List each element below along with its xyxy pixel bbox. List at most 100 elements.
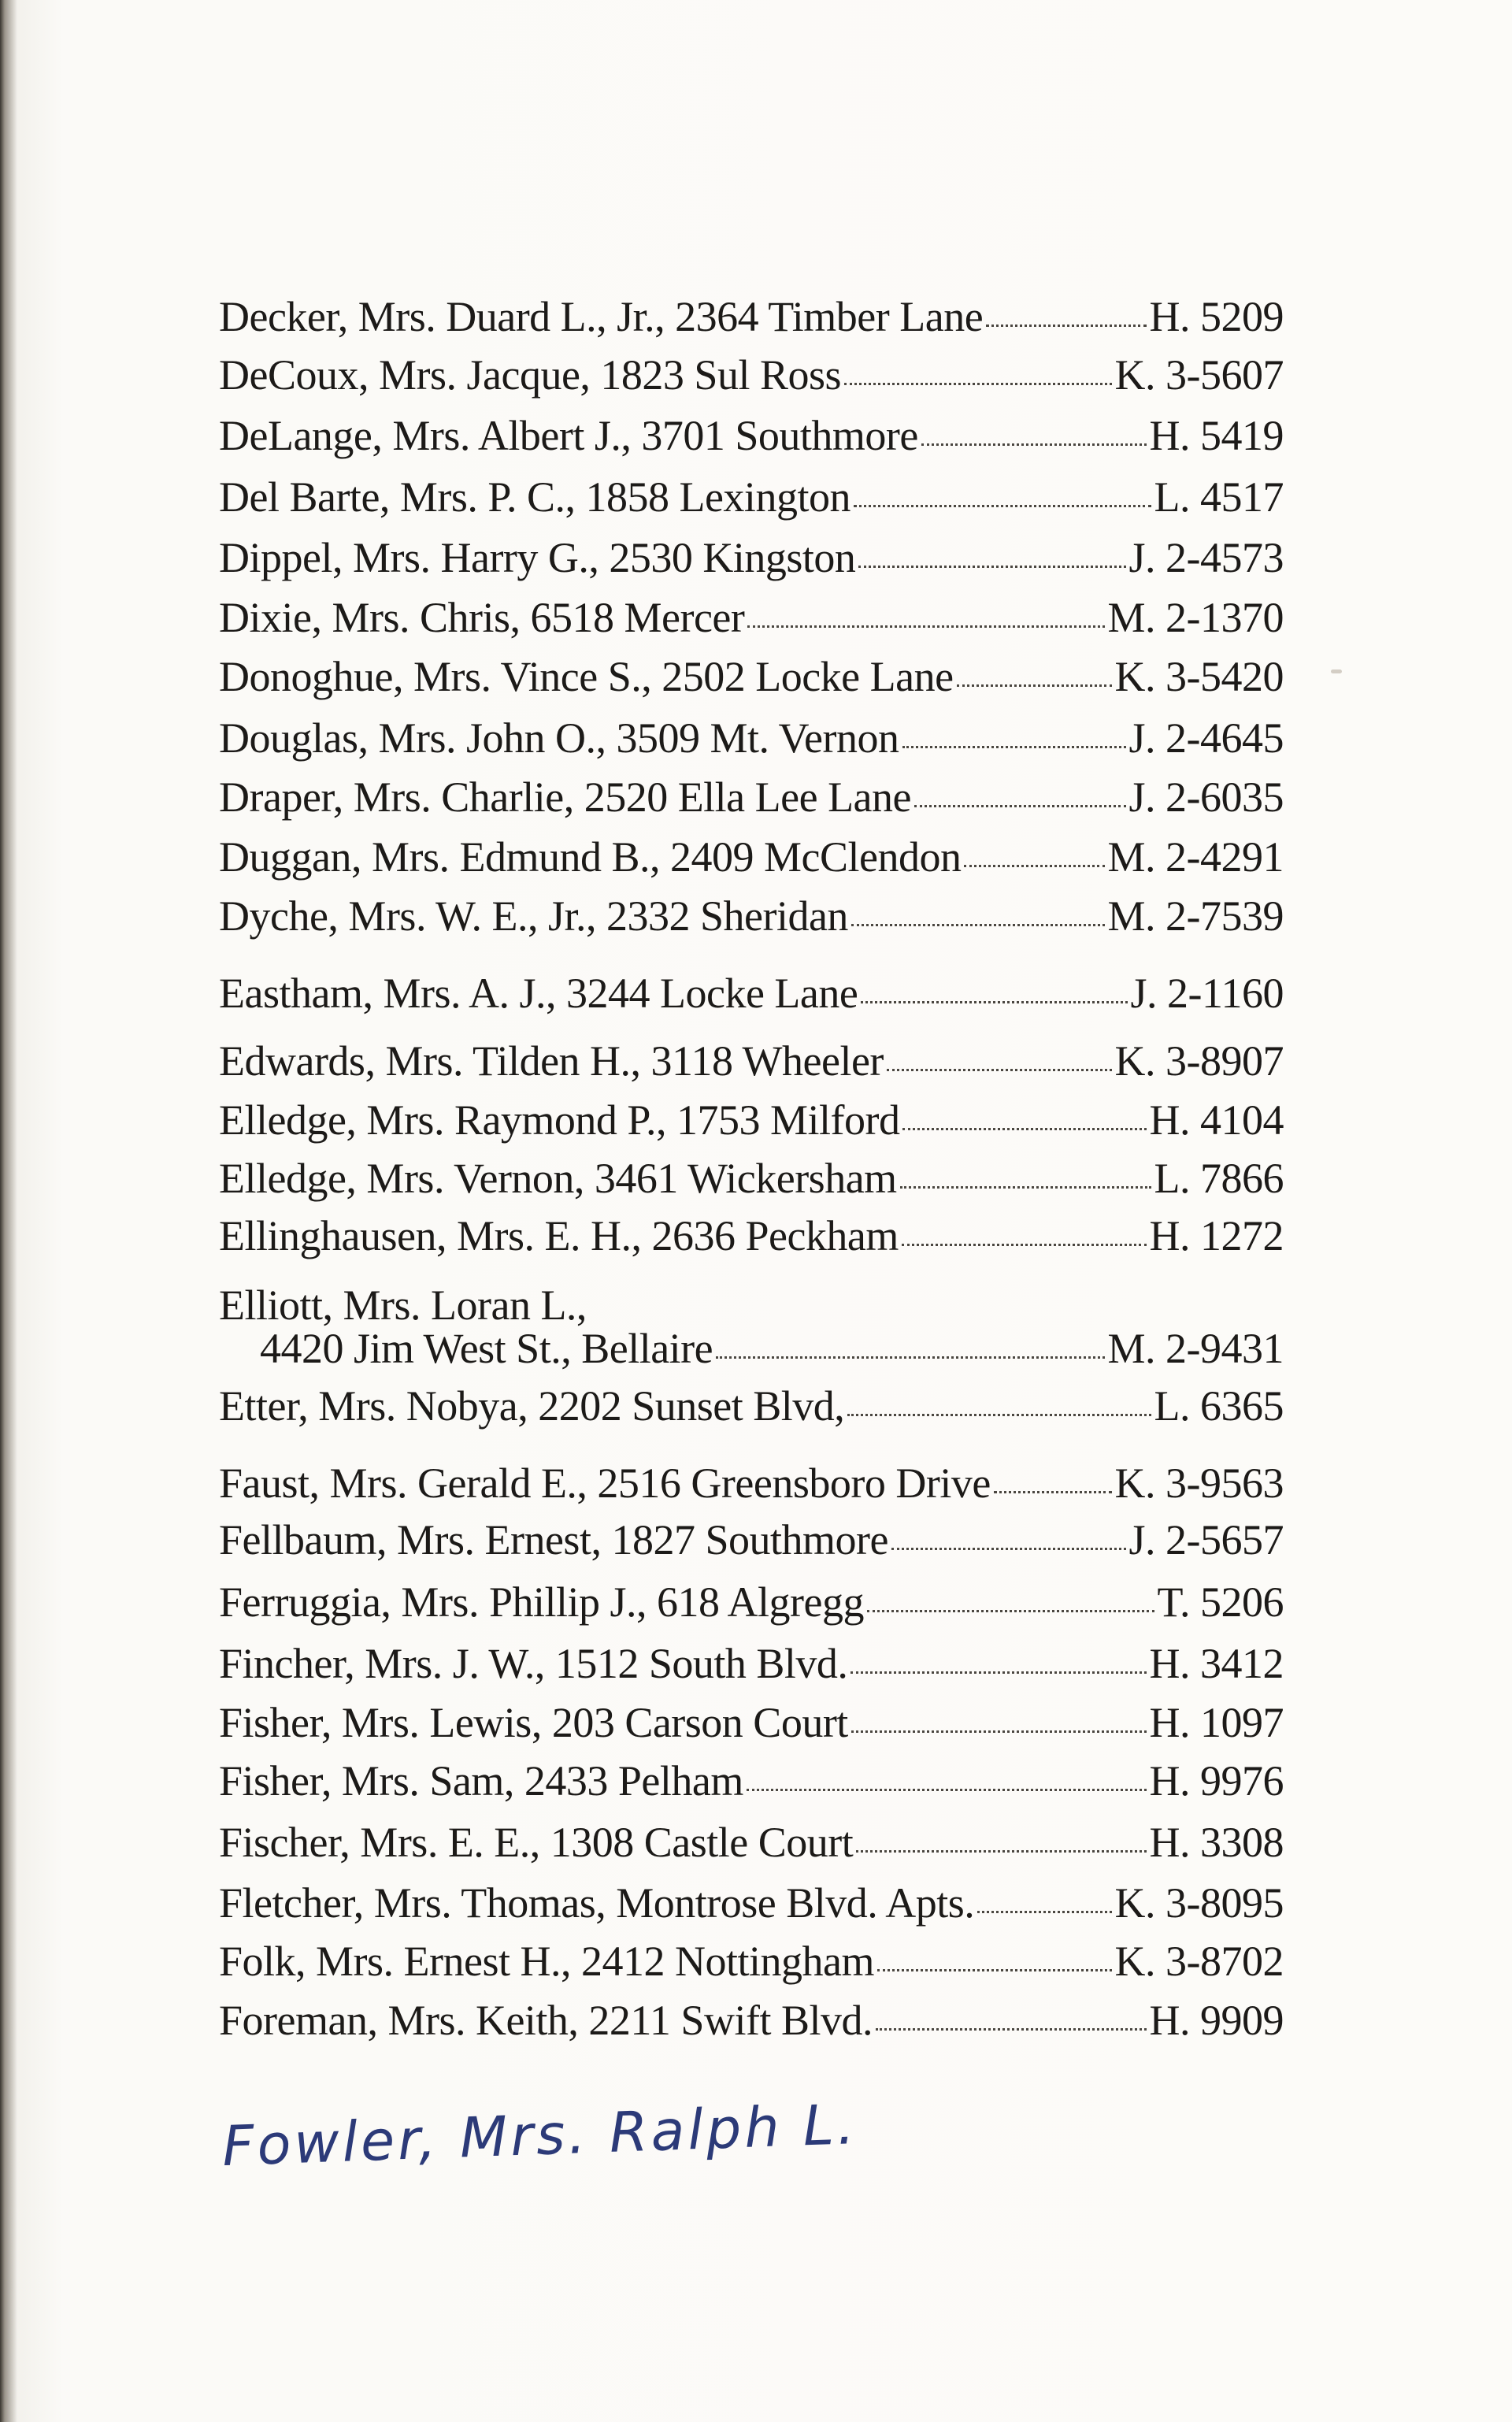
directory-entry: Fellbaum, Mrs. Ernest, 1827 Southmore J. … xyxy=(219,1510,1284,1570)
entry-phone: H. 9909 xyxy=(1149,1997,1284,2044)
entry-address: 4420 Jim West St., Bellaire xyxy=(260,1325,713,1372)
directory-entry-continuation: 4420 Jim West St., Bellaire M. 2-9431 xyxy=(219,1319,1284,1378)
entry-phone: J. 2-1160 xyxy=(1130,970,1284,1017)
dot-leader xyxy=(746,1788,1147,1791)
directory-entry: Elledge, Mrs. Raymond P., 1753 Milford H.… xyxy=(219,1090,1284,1150)
entry-phone: H. 1097 xyxy=(1149,1699,1284,1746)
entry-name-address: Fincher, Mrs. J. W., 1512 South Blvd. xyxy=(219,1640,848,1687)
entry-name-address: Ferruggia, Mrs. Phillip J., 618 Algregg xyxy=(219,1578,864,1626)
entry-phone: H. 9976 xyxy=(1149,1757,1284,1804)
dot-leader xyxy=(993,1490,1112,1493)
dot-leader xyxy=(902,745,1126,748)
directory-entry: Ferruggia, Mrs. Phillip J., 618 Algregg T… xyxy=(219,1572,1284,1632)
dot-leader xyxy=(977,1910,1112,1913)
entry-phone: H. 1272 xyxy=(1149,1212,1284,1259)
directory-entry: Decker, Mrs. Duard L., Jr., 2364 Timber … xyxy=(219,287,1284,347)
directory-entry: Eastham, Mrs. A. J., 3244 Locke Lane J. 2… xyxy=(219,963,1284,1023)
directory-entry: Folk, Mrs. Ernest H., 2412 Nottingham K. … xyxy=(219,1931,1284,1991)
entry-phone: J. 2-4645 xyxy=(1128,714,1284,762)
entry-phone: K. 3-8702 xyxy=(1114,1938,1284,1985)
dot-leader xyxy=(747,625,1105,628)
entry-name-address: Eastham, Mrs. A. J., 3244 Locke Lane xyxy=(219,970,858,1017)
entry-phone: K. 3-9563 xyxy=(1114,1460,1284,1507)
entry-name-address: Dippel, Mrs. Harry G., 2530 Kingston xyxy=(219,534,856,581)
dot-leader xyxy=(876,1968,1112,1971)
entry-name-address: Donoghue, Mrs. Vince S., 2502 Locke Lane xyxy=(219,653,954,700)
entry-phone: K. 3-5607 xyxy=(1114,351,1284,399)
directory-entry: Duggan, Mrs. Edmund B., 2409 McClendon M.… xyxy=(219,827,1284,887)
directory-entry: Dixie, Mrs. Chris, 6518 Mercer M. 2-1370 xyxy=(219,588,1284,647)
entry-phone: M. 2-9431 xyxy=(1107,1325,1284,1372)
entry-name-address: Elliott, Mrs. Loran L., xyxy=(219,1281,587,1329)
entry-name-address: Faust, Mrs. Gerald E., 2516 Greensboro D… xyxy=(219,1460,991,1507)
entry-name-address: Douglas, Mrs. John O., 3509 Mt. Vernon xyxy=(219,714,899,762)
dot-leader xyxy=(886,1068,1112,1071)
directory-entry: Fincher, Mrs. J. W., 1512 South Blvd. H. … xyxy=(219,1634,1284,1693)
entry-phone: H. 4104 xyxy=(1149,1096,1284,1144)
dot-leader xyxy=(866,1609,1154,1612)
directory-entry: Del Barte, Mrs. P. C., 1858 Lexington L. … xyxy=(219,467,1284,527)
entry-name-address: Decker, Mrs. Duard L., Jr., 2364 Timber … xyxy=(219,293,984,340)
entry-name-address: Fisher, Mrs. Sam, 2433 Pelham xyxy=(219,1757,743,1804)
dot-leader xyxy=(956,684,1112,687)
entry-name-address: Duggan, Mrs. Edmund B., 2409 McClendon xyxy=(219,833,962,881)
entry-name-address: Foreman, Mrs. Keith, 2211 Swift Blvd. xyxy=(219,1997,873,2044)
entry-phone: M. 2-4291 xyxy=(1107,833,1284,881)
dot-leader xyxy=(716,1356,1105,1359)
dot-leader xyxy=(850,923,1105,926)
entry-phone: J. 2-4573 xyxy=(1128,534,1284,581)
entry-phone: L. 7866 xyxy=(1154,1155,1284,1202)
dot-leader xyxy=(844,382,1112,385)
entry-name-address: Dyche, Mrs. W. E., Jr., 2332 Sheridan xyxy=(219,892,848,940)
entry-phone: M. 2-1370 xyxy=(1107,594,1284,641)
entry-name-address: Dixie, Mrs. Chris, 6518 Mercer xyxy=(219,594,745,641)
entry-name-address: Elledge, Mrs. Vernon, 3461 Wickersham xyxy=(219,1155,897,1202)
entry-phone: T. 5206 xyxy=(1157,1578,1284,1626)
dot-leader xyxy=(986,324,1147,327)
handwritten-note: Fowler, Mrs. Ralph L. xyxy=(220,2091,859,2179)
dot-leader xyxy=(899,1185,1151,1189)
entry-name-address: Edwards, Mrs. Tilden H., 3118 Wheeler xyxy=(219,1037,884,1085)
paper-speck xyxy=(1331,669,1342,673)
directory-entry: DeLange, Mrs. Albert J., 3701 Southmore H… xyxy=(219,406,1284,465)
entry-name-address: Fisher, Mrs. Lewis, 203 Carson Court xyxy=(219,1699,848,1746)
dot-leader xyxy=(847,1413,1151,1416)
directory-entry: Draper, Mrs. Charlie, 2520 Ella Lee Lane… xyxy=(219,767,1284,827)
dot-leader xyxy=(850,1671,1147,1674)
entry-phone: J. 2-6035 xyxy=(1128,773,1284,821)
entry-phone: H. 3308 xyxy=(1149,1819,1284,1866)
dot-leader xyxy=(853,504,1151,507)
dot-leader xyxy=(858,565,1126,568)
directory-entry: Donoghue, Mrs. Vince S., 2502 Locke Lane… xyxy=(219,647,1284,707)
dot-leader xyxy=(921,443,1147,446)
dot-leader xyxy=(875,2027,1147,2031)
directory-entry: Fisher, Mrs. Lewis, 203 Carson Court H. 1… xyxy=(219,1693,1284,1753)
entry-phone: L. 4517 xyxy=(1154,473,1284,521)
entry-name-address: Draper, Mrs. Charlie, 2520 Ella Lee Lane xyxy=(219,773,912,821)
entry-name-address: Del Barte, Mrs. P. C., 1858 Lexington xyxy=(219,473,850,521)
directory-entry: Dyche, Mrs. W. E., Jr., 2332 Sheridan M. … xyxy=(219,886,1284,946)
entry-name-address: Folk, Mrs. Ernest H., 2412 Nottingham xyxy=(219,1938,874,1985)
entry-name-address: DeLange, Mrs. Albert J., 3701 Southmore xyxy=(219,412,918,459)
dot-leader xyxy=(861,1000,1128,1003)
entry-name-address: Fletcher, Mrs. Thomas, Montrose Blvd. Ap… xyxy=(219,1879,975,1927)
entry-phone: H. 5419 xyxy=(1149,412,1284,459)
entry-phone: H. 3412 xyxy=(1149,1640,1284,1687)
entry-phone: M. 2-7539 xyxy=(1107,892,1284,940)
entry-phone: K. 3-8095 xyxy=(1114,1879,1284,1927)
directory-entry: Foreman, Mrs. Keith, 2211 Swift Blvd. H. … xyxy=(219,1990,1284,2050)
directory-entry: Faust, Mrs. Gerald E., 2516 Greensboro D… xyxy=(219,1453,1284,1513)
directory-entry: DeCoux, Mrs. Jacque, 1823 Sul Ross K. 3-5… xyxy=(219,345,1284,405)
entry-phone: K. 3-5420 xyxy=(1114,653,1284,700)
directory-entry: Elledge, Mrs. Vernon, 3461 Wickersham L. … xyxy=(219,1148,1284,1208)
directory-entry: Elliott, Mrs. Loran L., xyxy=(219,1275,1284,1335)
dot-leader xyxy=(850,1730,1147,1733)
entry-phone: J. 2-5657 xyxy=(1128,1516,1284,1563)
dot-leader xyxy=(856,1849,1147,1853)
directory-entry: Fischer, Mrs. E. E., 1308 Castle Court H.… xyxy=(219,1812,1284,1872)
entry-phone: K. 3-8907 xyxy=(1114,1037,1284,1085)
dot-leader xyxy=(914,804,1126,807)
directory-entry: Fisher, Mrs. Sam, 2433 Pelham H. 9976 xyxy=(219,1751,1284,1811)
entry-name-address: DeCoux, Mrs. Jacque, 1823 Sul Ross xyxy=(219,351,842,399)
